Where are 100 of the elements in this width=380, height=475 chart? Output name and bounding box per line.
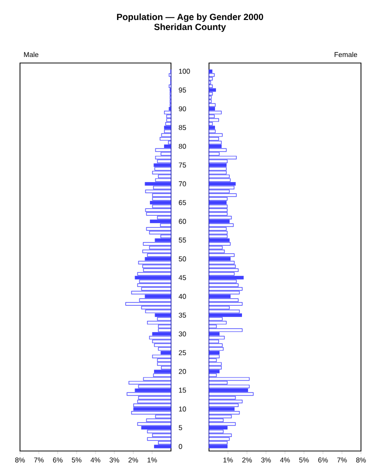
bar xyxy=(208,328,243,332)
bar xyxy=(208,253,235,257)
bar xyxy=(208,156,237,160)
bar xyxy=(208,77,213,81)
bar xyxy=(154,370,172,374)
bar xyxy=(149,230,172,234)
bar xyxy=(157,160,172,164)
bar xyxy=(208,230,228,234)
bar xyxy=(152,354,172,358)
bar xyxy=(133,407,172,411)
bar xyxy=(208,238,230,242)
bar xyxy=(137,422,172,426)
bar xyxy=(138,260,172,264)
bar xyxy=(146,212,172,216)
bar xyxy=(208,88,216,92)
bar xyxy=(208,140,222,144)
bar xyxy=(208,242,231,246)
bar xyxy=(142,250,172,254)
bar xyxy=(155,156,172,160)
bar xyxy=(208,403,239,407)
bar xyxy=(208,276,244,280)
bar xyxy=(208,200,227,204)
bar xyxy=(208,302,243,306)
bar xyxy=(208,283,239,287)
bar xyxy=(150,200,172,204)
bar xyxy=(155,148,172,152)
bar xyxy=(145,190,172,194)
bar xyxy=(208,422,236,426)
bar xyxy=(145,208,172,212)
bar xyxy=(208,137,219,141)
bar xyxy=(208,163,227,167)
bar xyxy=(208,264,236,268)
bar xyxy=(208,170,227,174)
bar xyxy=(208,174,230,178)
bar xyxy=(208,440,228,444)
bar xyxy=(154,167,172,171)
bar xyxy=(150,220,172,224)
bar xyxy=(149,336,172,340)
bar xyxy=(208,313,242,317)
bar xyxy=(208,260,235,264)
bar xyxy=(154,163,172,167)
bar xyxy=(161,133,172,137)
bar xyxy=(208,320,227,324)
bar xyxy=(131,290,172,294)
bar xyxy=(139,280,172,284)
bar xyxy=(208,437,230,441)
bar xyxy=(141,426,172,430)
bar xyxy=(208,362,222,366)
bar xyxy=(158,347,172,351)
bar xyxy=(208,384,250,388)
bar xyxy=(131,410,172,414)
bar xyxy=(142,242,172,246)
bar xyxy=(165,122,172,126)
bar xyxy=(208,257,231,261)
bar xyxy=(208,148,227,152)
bar xyxy=(208,336,225,340)
bar xyxy=(208,212,228,216)
bar xyxy=(147,320,172,324)
bar xyxy=(208,100,212,104)
bar xyxy=(152,340,172,344)
bar xyxy=(208,268,239,272)
bar xyxy=(208,84,213,88)
bar xyxy=(160,137,172,141)
bar xyxy=(208,92,213,96)
bar xyxy=(208,410,240,414)
bar xyxy=(208,310,240,314)
bar xyxy=(208,208,228,212)
bar xyxy=(137,400,172,404)
bar xyxy=(166,114,172,118)
bar xyxy=(137,272,172,276)
bar xyxy=(134,276,172,280)
bar xyxy=(208,234,228,238)
bar xyxy=(208,350,220,354)
bar xyxy=(164,126,172,130)
bar xyxy=(208,370,220,374)
bar xyxy=(208,347,224,351)
text: Sheridan County xyxy=(154,23,226,32)
bar xyxy=(126,392,172,396)
bar xyxy=(208,126,215,130)
bar xyxy=(208,287,243,291)
bar xyxy=(208,186,234,190)
bar xyxy=(208,433,232,437)
bar xyxy=(208,73,215,77)
bar xyxy=(208,193,237,197)
bar xyxy=(208,290,240,294)
bar xyxy=(208,366,222,370)
bar xyxy=(137,283,172,287)
bar xyxy=(157,362,172,366)
bar xyxy=(208,343,223,347)
bar xyxy=(152,332,172,336)
bar xyxy=(142,264,172,268)
bar xyxy=(164,130,172,134)
bar xyxy=(208,182,236,186)
bar xyxy=(208,223,234,227)
bar xyxy=(152,170,172,174)
bar xyxy=(146,227,172,231)
bar xyxy=(208,216,232,220)
bar xyxy=(145,310,172,314)
bar xyxy=(125,302,172,306)
bar xyxy=(208,167,227,171)
